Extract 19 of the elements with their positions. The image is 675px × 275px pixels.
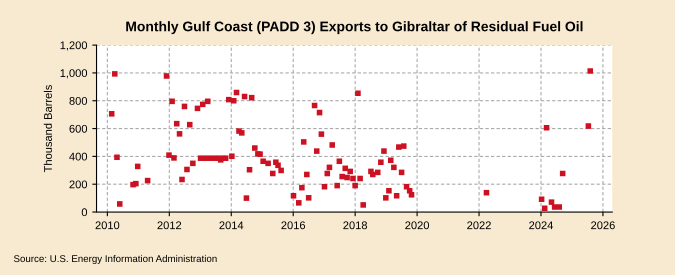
y-tick-label: 1,200 <box>60 41 88 51</box>
x-tick-label: 2020 <box>405 221 430 230</box>
chart-title: Monthly Gulf Coast (PADD 3) Exports to Gibraltar of Residual Fuel Oil <box>126 21 582 34</box>
y-tick-label: 1,000 <box>60 69 88 78</box>
x-tick-label: 2018 <box>343 221 368 230</box>
y-tick-label: 600 <box>70 124 88 133</box>
source-note: Source: U.S. Energy Information Administration <box>14 254 217 264</box>
x-tick-label: 2026 <box>591 221 615 230</box>
x-tick-label: 2010 <box>96 221 120 230</box>
y-axis-title: Thousand Barrels <box>44 85 52 172</box>
x-tick-label: 2022 <box>467 221 491 230</box>
y-tick-label: 200 <box>70 180 88 188</box>
y-tick-label: 0 <box>82 208 88 216</box>
x-tick-label: 2012 <box>158 221 182 230</box>
x-tick-label: 2024 <box>529 221 554 230</box>
x-tick-label: 2016 <box>281 221 306 230</box>
y-tick-label: 800 <box>69 97 88 105</box>
y-tick-label: 400 <box>69 152 88 161</box>
x-tick-label: 2014 <box>219 221 244 230</box>
